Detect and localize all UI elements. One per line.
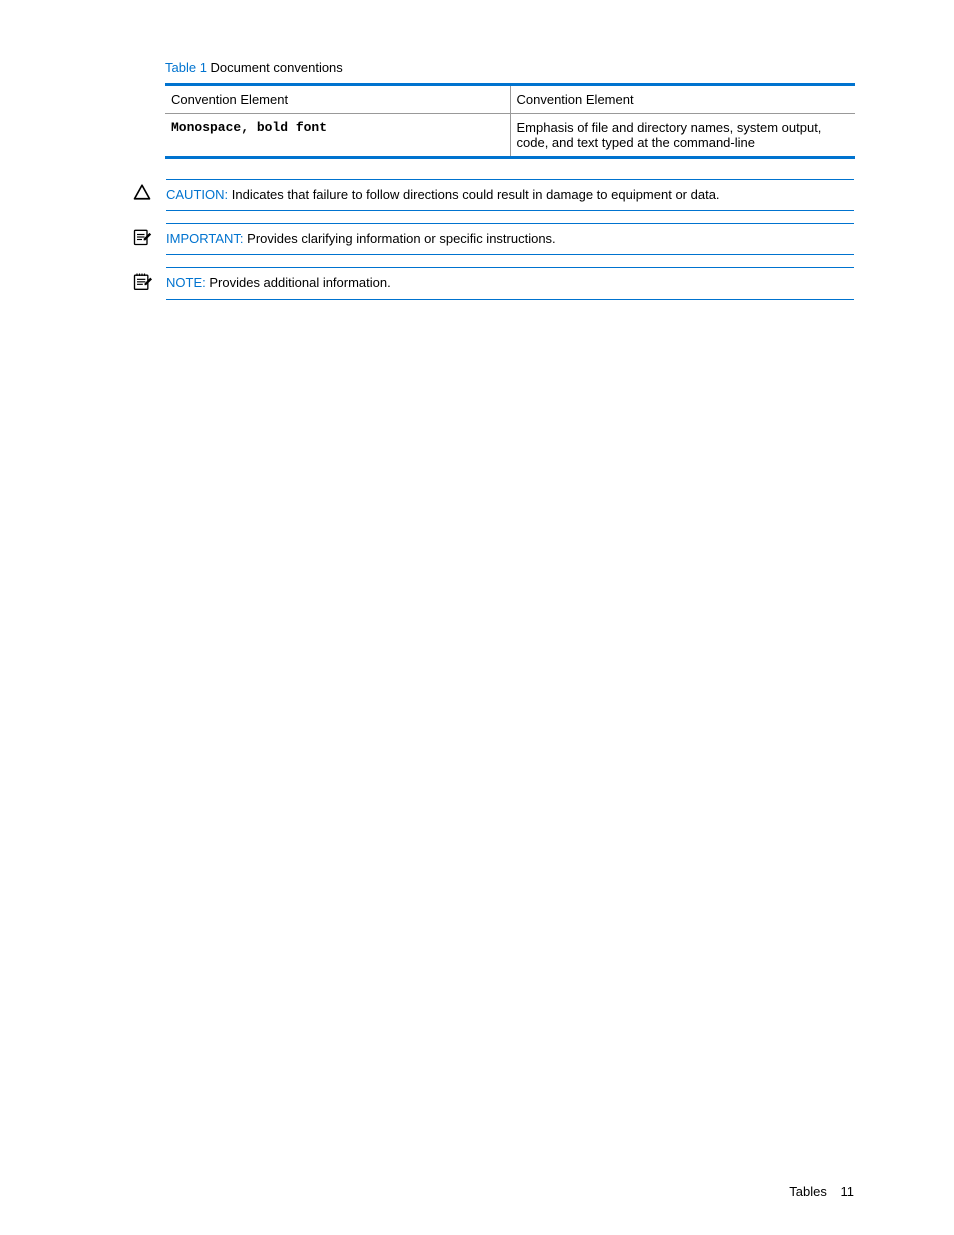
note-text: Provides additional information. — [209, 275, 390, 290]
important-icon — [130, 227, 154, 250]
table-caption: Table 1 Document conventions — [165, 60, 854, 75]
footer-section: Tables — [789, 1184, 827, 1199]
footer-page: 11 — [841, 1184, 855, 1199]
caution-text: Indicates that failure to follow directi… — [232, 187, 720, 202]
convention-table: Convention Element Convention Element Mo… — [165, 83, 855, 159]
caution-body: CAUTION: Indicates that failure to follo… — [166, 179, 854, 211]
caution-label: CAUTION: — [166, 187, 228, 202]
page-footer: Tables 11 — [789, 1184, 854, 1199]
table-row: Monospace, bold font Emphasis of file an… — [165, 114, 855, 158]
note-icon — [130, 271, 154, 294]
table-cell-monospace: Monospace, bold font — [165, 114, 510, 158]
page-content: Table 1 Document conventions Convention … — [0, 0, 954, 352]
table-cell-description: Emphasis of file and directory names, sy… — [510, 114, 855, 158]
important-body: IMPORTANT: Provides clarifying informati… — [166, 223, 854, 255]
table-title: Document conventions — [211, 60, 343, 75]
caution-notice: CAUTION: Indicates that failure to follo… — [130, 179, 854, 211]
note-body: NOTE: Provides additional information. — [166, 267, 854, 299]
caution-icon — [130, 183, 154, 204]
important-text: Provides clarifying information or speci… — [247, 231, 556, 246]
table-label: Table 1 — [165, 60, 207, 75]
table-header-cell: Convention Element — [510, 85, 855, 114]
important-notice: IMPORTANT: Provides clarifying informati… — [130, 223, 854, 255]
note-notice: NOTE: Provides additional information. — [130, 267, 854, 299]
notice-block: CAUTION: Indicates that failure to follo… — [130, 179, 854, 300]
table-header-row: Convention Element Convention Element — [165, 85, 855, 114]
table-header-cell: Convention Element — [165, 85, 510, 114]
important-label: IMPORTANT: — [166, 231, 244, 246]
note-label: NOTE: — [166, 275, 206, 290]
